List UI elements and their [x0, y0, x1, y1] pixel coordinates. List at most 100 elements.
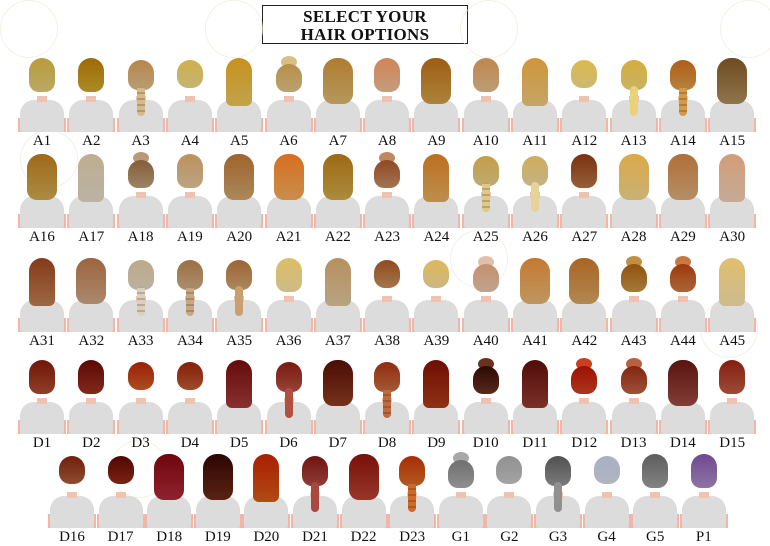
- hair-option-a38[interactable]: A38: [362, 256, 412, 349]
- hair-option-label: D16: [59, 529, 85, 545]
- hair-option-d3[interactable]: D3: [116, 358, 166, 451]
- hair-option-label: A14: [669, 133, 696, 149]
- hair-option-a6[interactable]: A6: [264, 56, 314, 149]
- hair-option-label: D5: [230, 435, 249, 451]
- hair-option-a44[interactable]: A44: [658, 256, 708, 349]
- hair-option-d9[interactable]: D9: [411, 358, 461, 451]
- hair-option-a16[interactable]: A16: [17, 152, 67, 245]
- hair-ponytail-tail: [235, 286, 244, 316]
- hair-option-d21[interactable]: D21: [290, 452, 340, 545]
- hair-option-a41[interactable]: A41: [510, 256, 560, 349]
- hair-ponytail-tail: [629, 86, 638, 116]
- hair-short: [127, 362, 154, 390]
- hair-option-a23[interactable]: A23: [362, 152, 412, 245]
- hair-option-g4[interactable]: G4: [582, 452, 632, 545]
- hair-option-d23[interactable]: D23: [387, 452, 437, 545]
- hair-option-a19[interactable]: A19: [165, 152, 215, 245]
- hair-option-d14[interactable]: D14: [658, 358, 708, 451]
- hair-option-a10[interactable]: A10: [461, 56, 511, 149]
- hair-option-a5[interactable]: A5: [214, 56, 264, 149]
- hair-option-d19[interactable]: D19: [193, 452, 243, 545]
- hair-option-g3[interactable]: G3: [533, 452, 583, 545]
- hair-option-a21[interactable]: A21: [264, 152, 314, 245]
- hair-option-label: D1: [32, 435, 52, 451]
- hair-option-d20[interactable]: D20: [241, 452, 291, 545]
- shirt: [315, 402, 360, 434]
- shirt: [195, 496, 240, 528]
- shirt: [266, 100, 311, 132]
- hair-option-a39[interactable]: A39: [411, 256, 461, 349]
- hair-option-d10[interactable]: D10: [461, 358, 511, 451]
- hair-option-d17[interactable]: D17: [96, 452, 146, 545]
- hair-wavy: [273, 154, 304, 200]
- hair-option-a9[interactable]: A9: [411, 56, 461, 149]
- shirt: [69, 300, 114, 332]
- hair-option-a20[interactable]: A20: [214, 152, 264, 245]
- hair-option-a12[interactable]: A12: [559, 56, 609, 149]
- hair-option-a17[interactable]: A17: [66, 152, 116, 245]
- hair-option-g5[interactable]: G5: [630, 452, 680, 545]
- hair-bob: [176, 154, 203, 188]
- hair-ponytail-tail: [311, 482, 319, 512]
- hair-option-a42[interactable]: A42: [559, 256, 609, 349]
- hair-option-a4[interactable]: A4: [165, 56, 215, 149]
- hair-option-label: A26: [522, 229, 548, 245]
- hair-option-a15[interactable]: A15: [707, 56, 757, 149]
- hair-option-a32[interactable]: A32: [66, 256, 116, 349]
- hair-option-a14[interactable]: A14: [658, 56, 708, 149]
- hair-option-a34[interactable]: A34: [165, 256, 215, 349]
- hair-option-a40[interactable]: A40: [461, 256, 511, 349]
- hair-option-d8[interactable]: D8: [362, 358, 412, 451]
- hair-option-d1[interactable]: D1: [17, 358, 67, 451]
- hair-option-a2[interactable]: A2: [66, 56, 116, 149]
- hair-option-a18[interactable]: A18: [116, 152, 166, 245]
- shirt: [463, 300, 508, 332]
- hair-option-label: D3: [131, 435, 150, 451]
- hair-option-d2[interactable]: D2: [66, 358, 116, 451]
- hair-option-a45[interactable]: A45: [707, 256, 757, 349]
- hair-option-a27[interactable]: A27: [559, 152, 609, 245]
- hair-option-a33[interactable]: A33: [116, 256, 166, 349]
- hair-option-d7[interactable]: D7: [313, 358, 363, 451]
- hair-option-a35[interactable]: A35: [214, 256, 264, 349]
- hair-option-a22[interactable]: A22: [313, 152, 363, 245]
- hair-option-a30[interactable]: A30: [707, 152, 757, 245]
- hair-option-label: A41: [522, 333, 548, 349]
- hair-short: [593, 456, 620, 484]
- hair-option-a11[interactable]: A11: [510, 56, 560, 149]
- hair-option-d16[interactable]: D16: [47, 452, 97, 545]
- hair-option-d4[interactable]: D4: [165, 358, 215, 451]
- hair-option-a1[interactable]: A1: [17, 56, 67, 149]
- hair-option-a24[interactable]: A24: [411, 152, 461, 245]
- neck: [727, 398, 738, 404]
- hair-option-g2[interactable]: G2: [484, 452, 534, 545]
- hair-option-a31[interactable]: A31: [17, 256, 67, 349]
- hair-option-d13[interactable]: D13: [609, 358, 659, 451]
- hair-option-a25[interactable]: A25: [461, 152, 511, 245]
- hair-bun: [275, 64, 302, 92]
- title-line-2: HAIR OPTIONS: [300, 25, 430, 44]
- hair-option-label: D8: [377, 435, 397, 451]
- hair-option-a37[interactable]: A37: [313, 256, 363, 349]
- hair-option-a8[interactable]: A8: [362, 56, 412, 149]
- hair-option-d11[interactable]: D11: [510, 358, 560, 451]
- hair-option-a3[interactable]: A3: [116, 56, 166, 149]
- hair-option-a28[interactable]: A28: [609, 152, 659, 245]
- hair-option-a13[interactable]: A13: [609, 56, 659, 149]
- hair-option-a7[interactable]: A7: [313, 56, 363, 149]
- hair-bob: [78, 58, 105, 92]
- hair-option-a26[interactable]: A26: [510, 152, 560, 245]
- hair-option-a29[interactable]: A29: [658, 152, 708, 245]
- hair-option-g1[interactable]: G1: [436, 452, 486, 545]
- hair-option-d22[interactable]: D22: [339, 452, 389, 545]
- hair-option-d12[interactable]: D12: [559, 358, 609, 451]
- hair-option-label: D4: [180, 435, 200, 451]
- hair-option-a43[interactable]: A43: [609, 256, 659, 349]
- hair-option-d15[interactable]: D15: [707, 358, 757, 451]
- neck: [579, 192, 590, 198]
- hair-option-d5[interactable]: D5: [214, 358, 264, 451]
- hair-option-a36[interactable]: A36: [264, 256, 314, 349]
- hair-option-p1[interactable]: P1: [679, 452, 729, 545]
- hair-option-d18[interactable]: D18: [144, 452, 194, 545]
- hair-option-d6[interactable]: D6: [264, 358, 314, 451]
